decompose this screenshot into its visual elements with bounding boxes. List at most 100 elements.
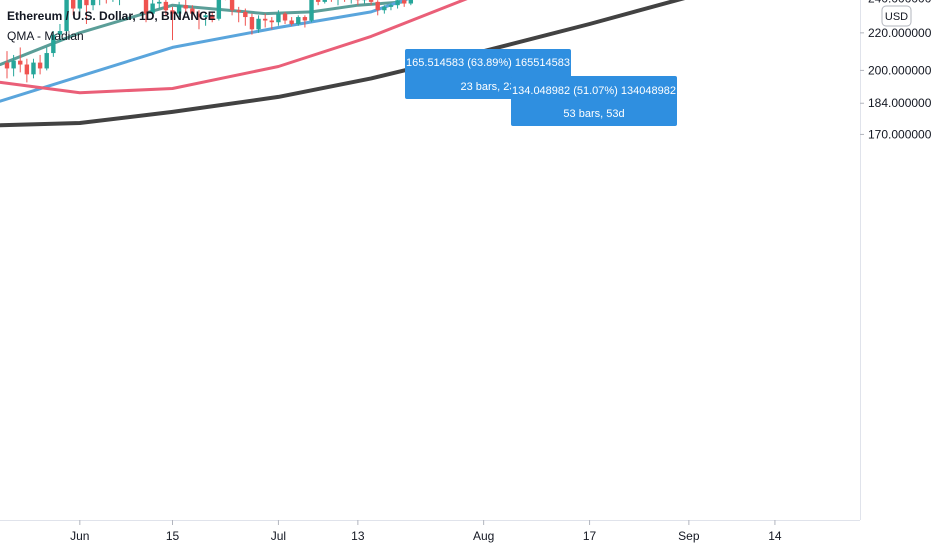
candle bbox=[236, 6, 241, 23]
symbol-title: Ethereum / U.S. Dollar, 1D, BINANCE bbox=[7, 9, 216, 23]
candle bbox=[163, 0, 169, 16]
candle-body bbox=[375, 1, 380, 11]
candle-body bbox=[64, 0, 69, 32]
candle-body bbox=[24, 64, 30, 75]
candle-body bbox=[170, 10, 175, 14]
candle bbox=[210, 11, 215, 23]
candle-body bbox=[143, 0, 149, 14]
candle bbox=[276, 10, 281, 26]
candle-body bbox=[388, 5, 394, 7]
candle-body bbox=[51, 34, 56, 54]
candle bbox=[243, 8, 248, 26]
time-tick-label: 14 bbox=[768, 529, 782, 543]
candle-body bbox=[309, 0, 314, 21]
candle-body bbox=[90, 0, 96, 6]
candle-body bbox=[216, 0, 222, 19]
candle bbox=[402, 0, 407, 7]
candle-body bbox=[402, 0, 407, 4]
candle-body bbox=[11, 60, 16, 69]
candle bbox=[395, 0, 400, 9]
ma-slow-line bbox=[0, 0, 468, 95]
candle-body bbox=[203, 15, 208, 18]
time-tick-label: Jun bbox=[70, 529, 89, 543]
measure-label-value: 165.514583 (63.89%) 165514583 bbox=[406, 57, 570, 69]
candle bbox=[99, 0, 101, 6]
candle-body bbox=[282, 13, 288, 21]
candle bbox=[176, 1, 182, 18]
measure-label-2: 134.048982 (51.07%) 134048982 53 bars, 53… bbox=[511, 76, 677, 126]
candle-body bbox=[84, 0, 89, 6]
candle bbox=[44, 47, 49, 71]
candle-body bbox=[368, 0, 374, 2]
candle-body bbox=[150, 3, 155, 14]
candle-body bbox=[302, 17, 308, 21]
ma-long-line bbox=[0, 0, 686, 128]
candle bbox=[157, 0, 162, 9]
candle bbox=[302, 15, 308, 28]
candle bbox=[289, 17, 294, 26]
candle-body bbox=[269, 20, 274, 23]
candle bbox=[18, 47, 23, 73]
candle bbox=[256, 15, 261, 33]
measure-label-bg bbox=[511, 76, 677, 126]
candle bbox=[315, 0, 321, 6]
ma-mid-line bbox=[0, 0, 409, 103]
candle bbox=[408, 0, 414, 6]
candle-body bbox=[249, 17, 255, 30]
time-tick-label: 17 bbox=[583, 529, 597, 543]
candle-body bbox=[322, 0, 327, 2]
candle bbox=[196, 10, 202, 30]
candle bbox=[362, 0, 367, 4]
candle-body bbox=[262, 18, 268, 21]
candle bbox=[375, 0, 380, 16]
candle-body bbox=[183, 5, 188, 9]
candle-body bbox=[31, 62, 36, 75]
price-axis: 550.000000500.000000450.000000410.000000… bbox=[860, 0, 932, 141]
candle bbox=[382, 5, 387, 14]
candle-body bbox=[395, 0, 400, 6]
candle-body bbox=[315, 0, 321, 2]
time-tick-label: 15 bbox=[166, 529, 180, 543]
candle-body bbox=[37, 62, 43, 69]
candle bbox=[229, 0, 235, 16]
candle-body bbox=[289, 20, 294, 24]
candle-body bbox=[190, 8, 195, 14]
candle bbox=[51, 31, 56, 57]
candle bbox=[203, 11, 208, 26]
candle bbox=[282, 11, 288, 24]
candle bbox=[64, 0, 69, 35]
candle bbox=[31, 58, 36, 79]
candle-body bbox=[176, 5, 182, 14]
price-tick-label: 170.000000 bbox=[868, 127, 932, 141]
candle-body bbox=[210, 15, 215, 19]
ma-fast-line bbox=[0, 0, 408, 66]
candle bbox=[337, 0, 339, 6]
candle-body bbox=[196, 13, 202, 18]
candle bbox=[216, 0, 222, 21]
candle bbox=[71, 0, 76, 16]
candle-body bbox=[18, 60, 23, 65]
candle bbox=[368, 0, 374, 6]
candle bbox=[77, 0, 83, 12]
price-tick-label: 240.000000 bbox=[868, 0, 932, 6]
candle bbox=[350, 0, 352, 4]
candle-body bbox=[243, 11, 248, 18]
candle-body bbox=[163, 1, 169, 11]
currency-badge: USD bbox=[881, 5, 912, 27]
candle-body bbox=[276, 13, 281, 23]
time-tick-label: Sep bbox=[678, 529, 700, 543]
measure-label-value: 134.048982 (51.07%) 134048982 bbox=[512, 85, 676, 97]
measure-label-bars: 53 bars, 53d bbox=[563, 108, 624, 120]
candle bbox=[262, 13, 268, 28]
candle-body bbox=[296, 17, 301, 24]
price-tick-label: 200.000000 bbox=[868, 63, 932, 77]
candle bbox=[90, 0, 96, 11]
indicator-legend: QMA - Madian bbox=[7, 29, 84, 43]
candle bbox=[249, 13, 255, 35]
currency-badge-label: USD bbox=[885, 11, 908, 23]
candle bbox=[24, 58, 30, 83]
candle bbox=[344, 0, 346, 2]
candle-body bbox=[44, 53, 49, 69]
